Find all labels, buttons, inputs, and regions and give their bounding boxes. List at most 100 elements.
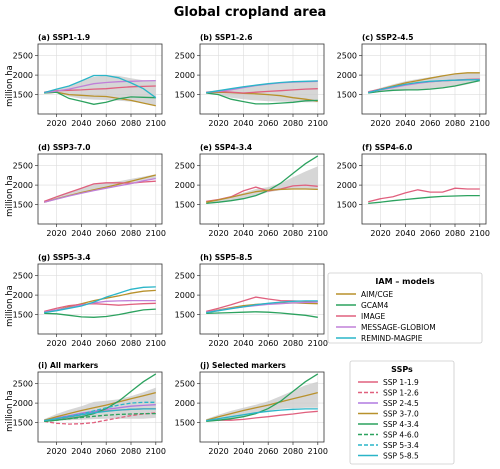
- x-tick-label: 2060: [420, 229, 440, 238]
- series-line-ssp-4-3-4: [206, 373, 319, 423]
- y-tick-label: 2000: [337, 181, 357, 190]
- y-tick-label: 2500: [175, 52, 195, 61]
- axes-frame: [199, 263, 325, 335]
- legend-item-ssp-5-8-5: SSP 5-8.5: [358, 452, 419, 461]
- y-tick-label: 1500: [13, 311, 33, 320]
- series-line-remind-magpie: [206, 80, 318, 94]
- series-line-gcam4: [44, 308, 156, 318]
- y-tick-label: 2000: [175, 181, 195, 190]
- y-tick-label: 1500: [337, 201, 357, 210]
- series-line-ssp-2-4-5: [44, 404, 156, 421]
- legend-item-ssp-1-2-6: SSP 1-2.6: [358, 389, 419, 398]
- y-tick-label: 1500: [13, 419, 33, 428]
- panel-title: (f) SSP4-6.0: [362, 143, 412, 152]
- panels: (a) SSP1-1.9 1500 2000 2500 2020 2040 2060 2080…: [13, 33, 490, 456]
- x-tick-label: 2100: [308, 119, 328, 128]
- legend-item-remind-magpie: REMIND-MAGPIE: [336, 334, 423, 343]
- series-line-ssp-5-8-5: [206, 408, 318, 422]
- axes-frame: [361, 43, 487, 115]
- panel-title: (b) SSP1-2.6: [200, 33, 252, 42]
- x-tick-label: 2040: [233, 339, 253, 348]
- y-tick-label: 1500: [13, 91, 33, 100]
- legend-item-aim-cge: AIM/CGE: [336, 290, 393, 299]
- ylabel-row-3: million ha: [5, 285, 15, 327]
- x-tick-label: 2060: [258, 339, 278, 348]
- x-tick-label: 2040: [71, 339, 91, 348]
- x-tick-label: 2100: [470, 119, 490, 128]
- legend-label: GCAM4: [361, 301, 389, 310]
- range-band: [44, 75, 156, 106]
- x-tick-label: 2020: [46, 339, 66, 348]
- panel-title: (e) SSP4-3.4: [200, 143, 252, 152]
- series-line-message-globiom: [44, 79, 156, 94]
- x-tick-label: 2080: [283, 339, 303, 348]
- panel-1: (b) SSP1-2.6 1500 2000 2500 2020 2040 2060 2080…: [175, 33, 328, 128]
- x-tick-label: 2060: [96, 119, 116, 128]
- x-tick-label: 2100: [470, 229, 490, 238]
- panel-5: (f) SSP4-6.0 1500 2000 2500 2020 2040 2060 2080…: [337, 143, 490, 238]
- y-tick-label: 2000: [337, 71, 357, 80]
- y-tick-label: 2500: [13, 52, 33, 61]
- legend-iam-items: AIM/CGE GCAM4 IMAGE MESSAGE-GLOBIOM REMIND-M…: [336, 290, 436, 343]
- series-line-gcam4: [368, 194, 480, 205]
- x-tick-label: 2080: [445, 229, 465, 238]
- x-tick-label: 2100: [308, 447, 328, 456]
- legend-ssp-title: SSPs: [391, 365, 413, 374]
- ylabel-row-1: million ha: [5, 65, 15, 107]
- legend-ssp-frame: [349, 360, 455, 465]
- x-tick-label: 2020: [208, 119, 228, 128]
- y-tick-label: 2500: [337, 162, 357, 171]
- series-line-gcam4: [206, 92, 318, 105]
- series-line-aim-cge: [44, 91, 156, 107]
- x-tick-label: 2040: [71, 229, 91, 238]
- y-tick-label: 2000: [13, 71, 33, 80]
- x-tick-label: 2060: [258, 447, 278, 456]
- y-tick-label: 2500: [175, 380, 195, 389]
- ylabel-row-2: million ha: [5, 175, 15, 217]
- axes-frame: [37, 43, 163, 115]
- legend-label: SSP 4-6.0: [383, 431, 419, 440]
- legend-item-ssp-4-6-0: SSP 4-6.0: [358, 431, 419, 440]
- x-tick-label: 2080: [283, 447, 303, 456]
- series-line-remind-magpie: [206, 300, 318, 314]
- series-line-remind-magpie: [44, 286, 156, 314]
- legend-item-ssp-5-3-4: SSP 5-3.4: [358, 441, 419, 450]
- series-line-remind-magpie: [44, 74, 157, 99]
- axes-frame: [37, 263, 163, 335]
- x-tick-label: 2040: [233, 447, 253, 456]
- axes-frame: [37, 153, 163, 225]
- series-line-message-globiom: [44, 299, 156, 313]
- range-band: [206, 381, 318, 421]
- panel-0: (a) SSP1-1.9 1500 2000 2500 2020 2040 2060 2080…: [13, 33, 166, 128]
- x-tick-label: 2040: [71, 119, 91, 128]
- x-tick-label: 2060: [258, 119, 278, 128]
- series-line-ssp-4-6-0: [44, 412, 156, 423]
- ylabel-row-4: million ha: [5, 390, 15, 432]
- series-line-aim-cge: [206, 188, 318, 203]
- panel-7: (h) SSP5-8.5 1500 2000 2500 2020 2040 2060 2080…: [175, 253, 328, 348]
- legend-label: IMAGE: [361, 312, 385, 321]
- axes-frame: [199, 153, 325, 225]
- x-tick-label: 2100: [146, 339, 166, 348]
- legend-item-ssp-3-7-0: SSP 3-7.0: [358, 410, 419, 419]
- panel-9: (j) Selected markers 1500 2000 2500 2020 2040…: [175, 361, 328, 456]
- axes-frame: [199, 371, 325, 443]
- x-tick-label: 2060: [420, 119, 440, 128]
- panel-title: (a) SSP1-1.9: [38, 33, 90, 42]
- x-tick-label: 2040: [233, 229, 253, 238]
- legend-item-gcam4: GCAM4: [336, 301, 389, 310]
- x-tick-label: 2100: [308, 339, 328, 348]
- panel-title: (h) SSP5-8.5: [200, 253, 252, 262]
- series-line-ssp-3-7-0: [44, 391, 156, 421]
- y-tick-label: 2000: [13, 181, 33, 190]
- panel-title: (i) All markers: [38, 361, 99, 370]
- y-tick-label: 2000: [175, 291, 195, 300]
- legend-label: SSP 5-8.5: [383, 452, 419, 461]
- x-tick-label: 2040: [395, 229, 415, 238]
- legend-label: SSP 5-3.4: [383, 441, 419, 450]
- legend-label: REMIND-MAGPIE: [361, 334, 423, 343]
- y-tick-label: 2500: [175, 162, 195, 171]
- y-tick-label: 2500: [337, 52, 357, 61]
- y-tick-label: 1500: [175, 311, 195, 320]
- series-line-remind-magpie: [368, 79, 480, 94]
